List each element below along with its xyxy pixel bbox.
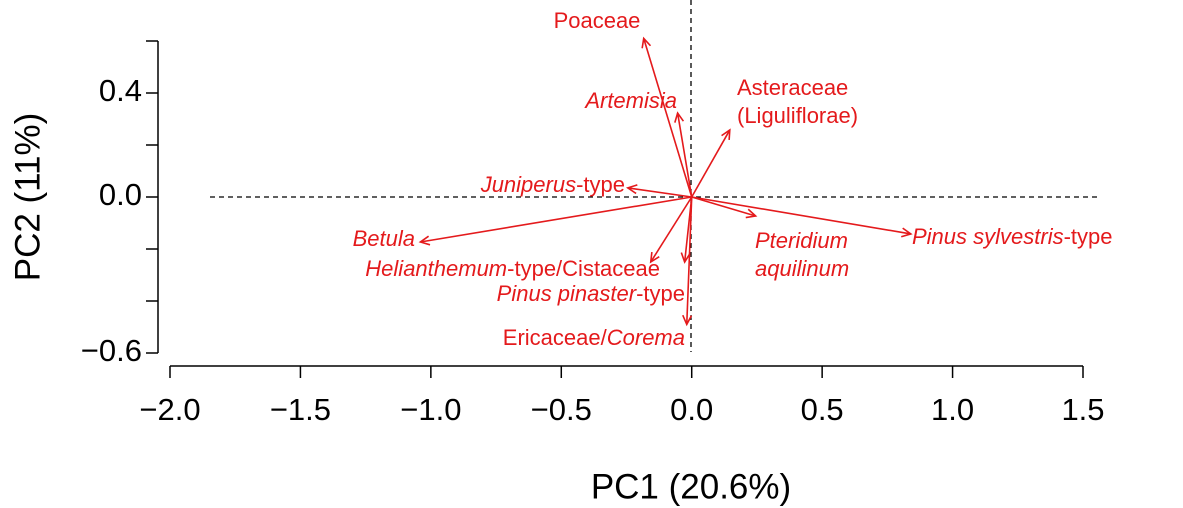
label-part: -type: [636, 281, 685, 306]
arrow-shaft: [650, 196, 693, 263]
y-axis-title: PC2 (11%): [8, 113, 47, 282]
label-part: Juniperus: [480, 172, 576, 197]
y-tick-label: 0.0: [99, 177, 142, 212]
loading-arrow: [674, 111, 693, 198]
arrow-label: (Liguliflorae): [737, 103, 858, 128]
x-tick-label: −2.0: [139, 392, 200, 427]
x-tick-label: −1.0: [400, 392, 461, 427]
arrow-head: [682, 314, 693, 327]
arrow-shaft: [642, 38, 693, 198]
arrow-label: Helianthemum-type/Cistaceae: [365, 256, 660, 281]
arrow-head: [680, 252, 691, 264]
arrow-shaft: [691, 129, 731, 198]
arrow-label: Pinus sylvestris-type: [912, 224, 1113, 249]
loading-arrow: [649, 196, 693, 264]
arrow-head: [721, 128, 731, 140]
label-part: Ericaceae/: [503, 325, 608, 350]
loading-arrow: [691, 196, 913, 238]
loading-arrow: [691, 196, 758, 219]
arrow-shaft: [691, 196, 911, 235]
arrow-shaft: [676, 112, 693, 198]
label-part: Asteraceae: [737, 75, 848, 100]
x-tick-label: −0.5: [531, 392, 592, 427]
x-tick-label: 1.0: [931, 392, 974, 427]
arrow-label: Pinus pinaster-type: [497, 281, 685, 306]
arrow-head: [901, 227, 913, 238]
loading-arrow: [625, 184, 692, 198]
label-part: Pteridium: [755, 228, 848, 253]
arrow-label: Artemisia: [583, 88, 677, 113]
label-part: Pinus pinaster: [497, 281, 638, 306]
loading-arrow: [691, 128, 731, 198]
loading-arrow: [418, 196, 692, 246]
label-part: (Liguliflorae): [737, 103, 858, 128]
loading-arrow: [682, 196, 693, 327]
y-tick-label: 0.4: [99, 73, 142, 108]
arrow-shaft: [685, 196, 693, 325]
arrow-label: aquilinum: [755, 256, 849, 281]
arrow-head: [641, 36, 652, 49]
arrow-label: Juniperus-type: [480, 172, 625, 197]
arrow-label: Betula: [353, 226, 415, 251]
y-tick-label: −0.6: [81, 333, 142, 368]
label-part: Betula: [353, 226, 415, 251]
loading-arrow: [641, 36, 693, 198]
label-part: Artemisia: [583, 88, 677, 113]
arrow-label: Pteridium: [755, 228, 848, 253]
label-part: -type/Cistaceae: [507, 256, 660, 281]
arrow-label: Asteraceae: [737, 75, 848, 100]
label-part: Corema: [607, 325, 685, 350]
arrow-label: Poaceae: [554, 8, 641, 33]
label-part: Pinus sylvestris: [912, 224, 1064, 249]
arrow-head: [625, 184, 638, 195]
x-tick-label: 1.5: [1061, 392, 1104, 427]
label-part: -type: [576, 172, 625, 197]
label-part: Poaceae: [554, 8, 641, 33]
arrow-head: [649, 251, 660, 264]
x-tick-label: −1.5: [270, 392, 331, 427]
arrow-head: [745, 208, 758, 219]
arrow-head: [418, 235, 431, 246]
x-tick-label: 0.0: [670, 392, 713, 427]
label-part: -type: [1064, 224, 1113, 249]
arrow-shaft: [420, 196, 692, 243]
arrow-shaft: [691, 196, 756, 217]
label-part: Helianthemum: [365, 256, 507, 281]
x-tick-label: 0.5: [801, 392, 844, 427]
x-axis-title: PC1 (20.6%): [591, 467, 791, 506]
label-part: aquilinum: [755, 256, 849, 281]
arrow-shaft: [627, 187, 692, 198]
arrow-label: Ericaceae/Corema: [503, 325, 685, 350]
arrow-head: [674, 111, 685, 123]
